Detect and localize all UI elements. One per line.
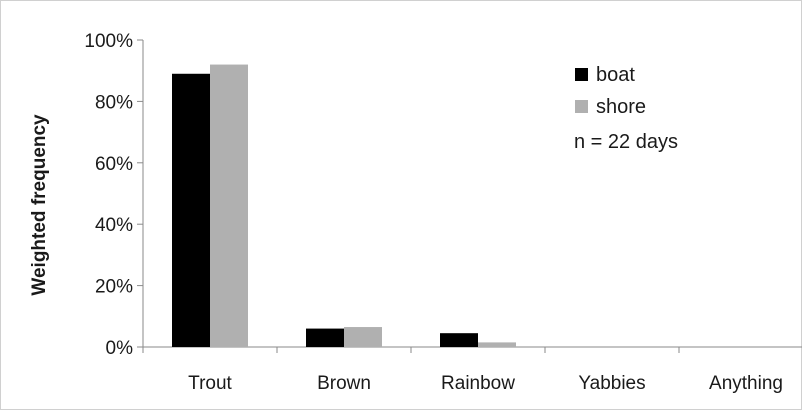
legend-swatch-boat xyxy=(575,68,588,81)
x-tick-label: Anything xyxy=(709,373,783,394)
x-tick-label: Yabbies xyxy=(578,373,645,394)
y-tick-label: 0% xyxy=(106,338,134,359)
x-tick-label: Trout xyxy=(188,373,232,394)
y-tick-label: 80% xyxy=(95,92,133,113)
y-axis-label: Weighted frequency xyxy=(29,114,50,296)
legend: boat shore xyxy=(575,64,646,118)
legend-label-boat: boat xyxy=(596,64,635,86)
bar-boat xyxy=(440,333,478,347)
y-axis: 0% 20% 40% 60% 80% 100% xyxy=(84,31,144,359)
sample-size-annotation: n = 22 days xyxy=(574,131,678,153)
y-tick-label: 20% xyxy=(95,277,133,298)
legend-swatch-shore xyxy=(575,100,588,113)
legend-label-shore: shore xyxy=(596,96,646,118)
bar-shore xyxy=(344,327,382,347)
x-tick-label: Brown xyxy=(317,373,371,394)
bars xyxy=(172,64,516,348)
x-axis: Trout Brown Rainbow Yabbies Anything xyxy=(142,346,802,394)
y-tick-label: 40% xyxy=(95,215,133,236)
y-tick-label: 100% xyxy=(84,31,133,52)
bar-shore xyxy=(478,342,516,347)
bar-shore xyxy=(210,64,248,347)
y-tick-label: 60% xyxy=(95,154,133,175)
bar-boat xyxy=(306,328,344,347)
x-tick-label: Rainbow xyxy=(441,373,515,394)
bar-boat xyxy=(172,73,210,348)
